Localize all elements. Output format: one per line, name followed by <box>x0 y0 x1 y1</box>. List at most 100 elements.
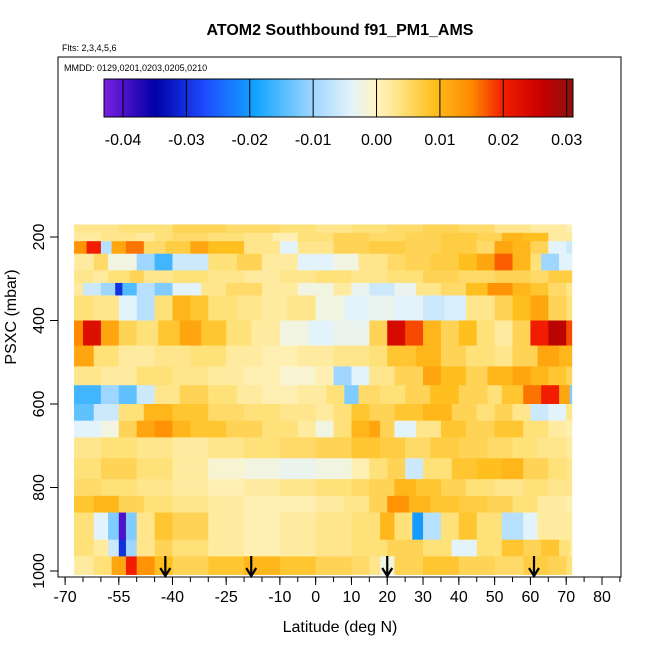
heat-cell <box>548 479 573 497</box>
colorbar-swatch <box>174 79 178 117</box>
heat-cell <box>530 366 549 386</box>
colorbar-swatch <box>388 79 392 117</box>
heat-cell <box>476 458 503 480</box>
colorbar-swatch <box>567 79 571 117</box>
heat-cell <box>279 404 317 422</box>
heat-cell <box>100 320 120 347</box>
colorbar-swatch <box>446 79 451 117</box>
heat-cell <box>74 512 95 541</box>
heat-cell <box>440 512 460 541</box>
heat-cell <box>100 420 120 438</box>
heat-cell <box>154 420 174 438</box>
heat-cell <box>458 224 496 234</box>
heat-cell <box>261 295 288 322</box>
heat-cell <box>369 404 395 422</box>
heat-cell <box>326 385 345 405</box>
colorbar-swatch <box>531 79 536 117</box>
heat-cell <box>279 241 299 255</box>
heat-cell <box>465 479 496 497</box>
heat-cell <box>244 539 281 557</box>
heat-cell <box>387 224 424 234</box>
y-tick-label: 600 <box>31 391 48 418</box>
colorbar-swatch <box>487 79 492 117</box>
colorbar-swatch <box>262 79 266 117</box>
heat-cell <box>93 512 109 541</box>
heat-cell <box>118 295 138 322</box>
heat-cell <box>512 253 532 271</box>
heat-cell <box>118 420 138 438</box>
heat-cell <box>369 345 388 368</box>
colorbar-swatch <box>168 79 172 117</box>
heat-cell <box>501 232 524 242</box>
heat-cell <box>333 232 370 242</box>
heat-cell <box>226 224 281 234</box>
heat-cell <box>512 345 539 368</box>
heat-cell <box>465 282 489 297</box>
colorbar-swatch <box>200 79 205 117</box>
heat-cell <box>423 366 442 386</box>
heat-cell <box>351 458 370 480</box>
heat-cell <box>344 295 370 322</box>
chart-title: ATOM2 Southbound f91_PM1_AMS <box>207 22 474 39</box>
x-tick-label: 60 <box>522 589 540 606</box>
heat-cell <box>136 366 174 386</box>
colorbar-swatch <box>115 79 120 117</box>
heat-cell <box>100 232 138 242</box>
flight-arrow-head <box>381 567 394 579</box>
heat-cell <box>494 556 524 575</box>
heat-cell <box>394 282 417 297</box>
colorbar-swatch <box>499 79 504 117</box>
colorbar-swatch <box>300 79 304 117</box>
heat-cell <box>566 495 573 514</box>
heat-cell <box>244 556 281 575</box>
heat-cell <box>100 241 113 255</box>
colorbar-swatch <box>526 79 530 117</box>
heat-cell <box>74 385 102 405</box>
heat-cell <box>394 404 424 422</box>
heat-cell <box>530 253 542 271</box>
heat-cell <box>541 539 560 557</box>
colorbar-swatch <box>218 79 222 117</box>
heat-cell <box>74 437 102 459</box>
heat-cell <box>548 232 573 242</box>
colorbar-swatch <box>344 79 348 117</box>
heat-cell <box>315 420 335 438</box>
heat-cell <box>136 479 174 497</box>
heat-cell <box>226 282 263 297</box>
colorbar-swatch <box>529 79 533 117</box>
colorbar-tick-label: -0.01 <box>295 132 332 149</box>
heat-cell <box>566 420 573 438</box>
heat-cell <box>251 320 281 347</box>
heat-cell <box>559 385 571 405</box>
heat-cell <box>351 539 388 557</box>
colorbar-swatch <box>162 79 167 117</box>
heat-cell <box>369 420 381 438</box>
colorbar-swatch <box>215 79 219 117</box>
heat-cell <box>172 512 209 541</box>
heat-cell <box>430 437 460 459</box>
heat-cell <box>108 512 120 541</box>
heat-cell <box>244 437 281 459</box>
heat-cell <box>476 404 496 422</box>
heat-cell <box>100 437 138 459</box>
colorbar-swatch <box>479 79 483 117</box>
heat-cell <box>279 437 317 459</box>
heat-cell <box>465 345 496 368</box>
heat-cell <box>559 512 573 541</box>
heat-cell <box>172 224 227 234</box>
heat-cell <box>122 282 138 297</box>
heat-cell <box>136 420 156 438</box>
heat-cell <box>369 320 388 347</box>
heat-cell <box>118 539 127 557</box>
heat-cell <box>261 385 299 405</box>
heat-cell <box>315 458 353 480</box>
heat-cell <box>523 232 549 242</box>
heat-cell <box>512 437 539 459</box>
colorbar-swatch <box>171 79 175 117</box>
colorbar-swatch <box>426 79 430 117</box>
heat-cell <box>487 282 514 297</box>
heat-cell <box>387 539 424 557</box>
heat-cell <box>172 270 209 284</box>
heat-cell <box>548 556 567 575</box>
heat-cell <box>548 295 567 322</box>
